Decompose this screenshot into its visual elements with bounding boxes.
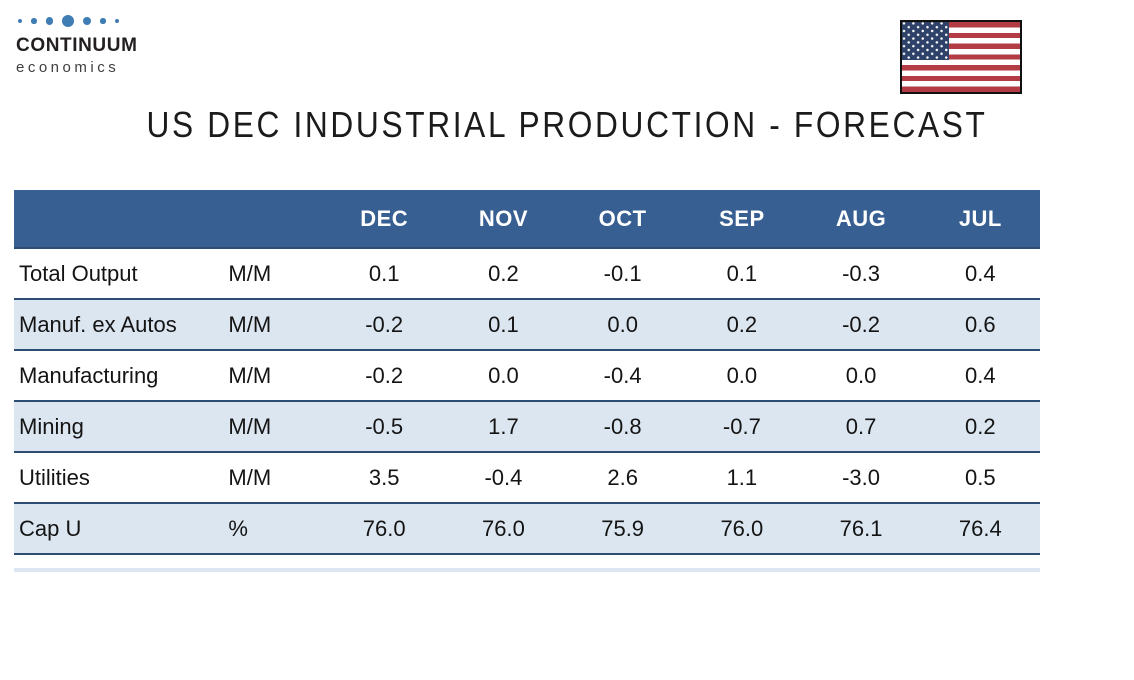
flag-canton-stars: [902, 22, 949, 60]
cell-value: -0.1: [603, 260, 642, 286]
cell-value: 76.4: [958, 515, 1002, 541]
cell-value: 3.5: [368, 464, 400, 490]
cell-value: 0.0: [607, 311, 638, 337]
column-header-sep: SEP: [719, 205, 765, 231]
row-label: Manuf. ex Autos: [19, 311, 177, 337]
cell-value: 0.1: [368, 260, 400, 286]
row-unit: M/M: [228, 413, 272, 439]
cell-value: 0.5: [965, 464, 996, 490]
brand-subname: economics: [16, 59, 120, 76]
table-bottom-strip: [14, 568, 1040, 572]
cell-value: 0.4: [965, 362, 996, 388]
cell-value: 0.6: [965, 311, 996, 337]
cell-value: -3.0: [842, 464, 881, 490]
cell-value: -0.2: [365, 362, 404, 388]
logo-dot: [31, 18, 37, 24]
cell-value: 0.4: [965, 260, 996, 286]
brand-name: CONTINUUM: [16, 35, 138, 56]
table-header: DEC NOV OCT SEP AUG JUL: [14, 190, 1040, 248]
logo-dot: [100, 18, 106, 24]
column-header-aug: AUG: [835, 205, 887, 231]
cell-value: 76.0: [482, 515, 525, 541]
row-label: Utilities: [19, 464, 90, 490]
table-row: Cap U% 76.0 76.0 75.9 76.0 76.1 76.4: [14, 503, 1040, 554]
cell-value: 76.1: [839, 515, 883, 541]
cell-value: 0.0: [488, 362, 519, 388]
us-flag-icon: [900, 20, 1022, 94]
cell-value: -0.2: [365, 311, 404, 337]
cell-value: 0.2: [726, 311, 758, 337]
column-header-jul: JUL: [958, 205, 1002, 231]
cell-value: 0.1: [726, 260, 758, 286]
row-unit: M/M: [228, 311, 272, 337]
table-row: Mining M/M -0.5 1.7 -0.8 -0.7 0.7 0.2: [14, 401, 1040, 452]
cell-value: 2.6: [607, 464, 638, 490]
logo-dot: [62, 15, 74, 27]
cell-value: 0.7: [845, 413, 877, 439]
cell-value: -0.5: [365, 413, 404, 439]
logo-dots-icon: [18, 14, 138, 28]
table-row: Utilities M/M 3.5 -0.4 2.6 1.1 -3.0 0.5: [14, 452, 1040, 503]
column-header-blank: [228, 190, 324, 248]
cell-value: 1.7: [488, 413, 519, 439]
logo-dot: [18, 19, 22, 23]
cell-value: 0.2: [488, 260, 519, 286]
row-label: Manufacturing: [19, 362, 159, 388]
cell-value: -0.4: [484, 464, 523, 490]
cell-value: -0.4: [603, 362, 642, 388]
row-unit: M/M: [228, 260, 272, 286]
cell-value: -0.8: [603, 413, 642, 439]
page-title: US DEC INDUSTRIAL PRODUCTION - FORECAST: [146, 104, 988, 145]
column-header-blank: [14, 190, 228, 248]
table-row: Manufacturing M/M -0.2 0.0 -0.4 0.0 0.0 0.4: [14, 350, 1040, 401]
column-header-nov: NOV: [478, 205, 529, 231]
logo-dot: [83, 17, 91, 25]
cell-value: 0.2: [965, 413, 996, 439]
cell-value: 75.9: [601, 515, 645, 541]
cell-value: 76.0: [720, 515, 764, 541]
cell-value: 1.1: [726, 464, 758, 490]
continuum-logo: CONTINUUM economics: [16, 14, 138, 76]
cell-value: 0.1: [488, 311, 519, 337]
forecast-table: DEC NOV OCT SEP AUG JUL Total Output M/M 0.1 0.2…: [14, 190, 1040, 555]
logo-dot: [45, 17, 53, 25]
logo-dot: [114, 19, 119, 23]
row-label: Cap U: [19, 515, 82, 541]
column-header-dec: DEC: [360, 205, 409, 231]
cell-value: 0.0: [845, 362, 877, 388]
table-row: Manuf. ex Autos M/M -0.2 0.1 0.0 0.2 -0.2 0.6: [14, 299, 1040, 350]
cell-value: -0.7: [722, 413, 761, 439]
column-header-oct: OCT: [598, 205, 647, 231]
cell-value: 0.0: [726, 362, 758, 388]
row-label: Mining: [19, 413, 84, 439]
row-unit: M/M: [228, 362, 272, 388]
row-label: Total Output: [19, 260, 138, 286]
cell-value: -0.3: [842, 260, 881, 286]
table-row: Total Output M/M 0.1 0.2 -0.1 0.1 -0.3 0.4: [14, 248, 1040, 299]
cell-value: 76.0: [362, 515, 406, 541]
cell-value: -0.2: [842, 311, 881, 337]
row-unit: %: [228, 515, 248, 541]
row-unit: M/M: [228, 464, 272, 490]
